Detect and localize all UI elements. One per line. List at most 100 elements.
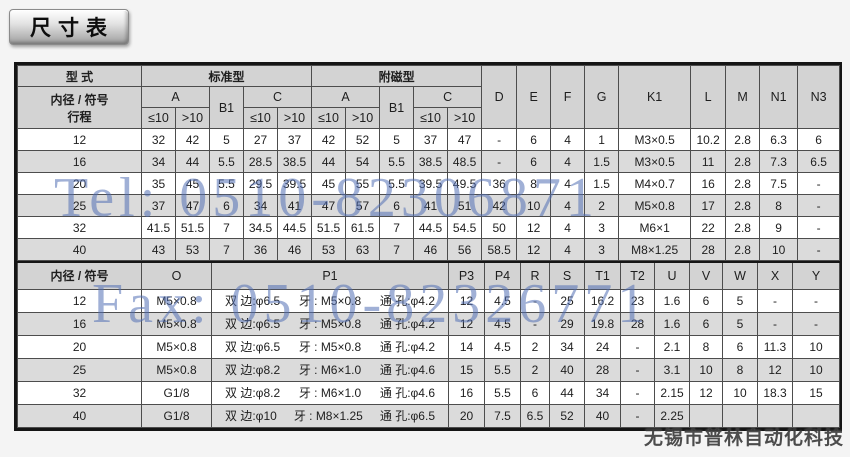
table-row: 20 M5×0.8 双 边:φ6.5 牙 : M5×0.8 通 孔:φ4.2 14 4.5 2… (17, 334, 840, 359)
p1-part: 通 孔:φ4.2 (379, 340, 435, 354)
table-cell: 43 (141, 238, 176, 261)
table-cell: 2.8 (725, 194, 761, 217)
table-cell: 54.5 (447, 216, 483, 239)
table-cell: 11.3 (757, 334, 793, 359)
p1-cell: 双 边:φ6.5 牙 : M5×0.8 通 孔:φ4.2 (211, 288, 449, 313)
p1-cell: 双 边:φ6.5 牙 : M5×0.8 通 孔:φ4.2 (211, 311, 449, 336)
table-cell: 4 (550, 172, 586, 195)
p1-part: 双 边:φ10 (225, 409, 277, 423)
table-cell (689, 403, 723, 428)
table-cell: 6 (209, 194, 244, 217)
header-col-T1: T1 (584, 261, 621, 290)
table-cell: 6 (379, 194, 415, 217)
table-cell: 10 (792, 334, 840, 359)
p1-part: 牙 : M8×1.25 (293, 409, 363, 423)
table-cell: 28 (584, 357, 621, 382)
table-cell: 6.5 (797, 150, 841, 173)
table-row: 20 35 45 5.5 29.5 39.5 45 55 5.5 39.5 49.5 36 8 4 1.5 M… (17, 172, 841, 195)
header-col-E: E (516, 65, 552, 129)
stroke-label: 行程 (67, 109, 92, 124)
table-cell: 7.3 (759, 150, 799, 173)
table-row: 16 M5×0.8 双 边:φ6.5 牙 : M5×0.8 通 孔:φ4.2 12 4.5-… (17, 311, 840, 336)
table-cell: 34 (584, 380, 621, 405)
table-row: 16 34 44 5.5 28.5 38.5 44 54 5.5 38.5 48.5-6 4 1.5 M3… (17, 150, 841, 173)
table-cell: 7 (379, 238, 415, 261)
table-cell: 38.5 (276, 150, 313, 173)
table-cell: 4.5 (484, 288, 521, 313)
p1-part: 牙 : M5×0.8 (298, 317, 362, 331)
row-label: 20 (17, 334, 142, 359)
p1-part: 牙 : M5×0.8 (298, 340, 362, 354)
table-cell: 51.5 (311, 216, 347, 239)
table-cell: 6.5 (520, 403, 550, 428)
header-gt10: >10 (447, 107, 483, 129)
header-col-G: G (584, 65, 620, 129)
section1-body: 12 32 42 5 27 37 42 52 5 37 47-6 4 1 M3×0.5 10.2 2.8 6.3… (17, 128, 841, 261)
table-cell: 45 (311, 172, 347, 195)
header-bore-stroke: 内径 / 符号 行程 (17, 86, 142, 129)
table-cell: 44.5 (276, 216, 313, 239)
table-cell: 3 (584, 216, 620, 239)
table-cell: 39.5 (413, 172, 449, 195)
table-cell: 52 (345, 128, 381, 151)
table-cell: 1.6 (654, 311, 690, 336)
dimension-table-bottom: 内径 / 符号 O P1 P3 P4 R S T1 T2 U V W X Y 1… (17, 261, 840, 428)
table-cell: M4×0.7 (618, 172, 692, 195)
table-cell: 56 (447, 238, 483, 261)
table-cell: 14 (448, 334, 485, 359)
table-row: 40 G1/8 双 边:φ10 牙 : M8×1.25 通 孔:φ6.5 20 7.5 6.5… (17, 403, 840, 428)
table-cell: 3 (584, 238, 620, 261)
table-cell: 34.5 (243, 216, 278, 239)
header-le10: ≤10 (413, 107, 449, 129)
table-cell: 5.5 (209, 172, 244, 195)
table-cell: 2.25 (654, 403, 690, 428)
header-mag-B1: B1 (379, 86, 415, 129)
dimension-table-top: 型 式 标准型 附磁型 D E F G K1 L M N1 N3 内径 / 符号… (17, 65, 841, 261)
table-cell: 12 (516, 238, 552, 261)
p1-part: 双 边:φ8.2 (225, 386, 281, 400)
table-cell: 2 (520, 334, 550, 359)
table-cell: 55 (345, 172, 381, 195)
table-cell (757, 403, 793, 428)
table-cell: 2.8 (725, 150, 761, 173)
table-cell: 36 (243, 238, 278, 261)
table-cell: 4.5 (484, 334, 521, 359)
row-label: 12 (17, 288, 142, 313)
header-col-W: W (722, 261, 758, 290)
table-cell: 5 (379, 128, 415, 151)
table-cell: 44 (549, 380, 585, 405)
table-cell: 6 (520, 380, 550, 405)
table-cell: 7 (209, 238, 244, 261)
header-col-P1: P1 (211, 261, 449, 290)
table-cell: 53 (311, 238, 347, 261)
p1-cell: 双 边:φ8.2 牙 : M6×1.0 通 孔:φ4.6 (211, 357, 449, 382)
p1-part: 通 孔:φ4.2 (379, 317, 435, 331)
table-cell: 17 (690, 194, 727, 217)
table-cell: 48.5 (447, 150, 483, 173)
table-cell: 7.5 (759, 172, 799, 195)
table-cell: 53 (175, 238, 210, 261)
port-size-cell: G1/8 (141, 403, 212, 428)
section2-body: 12 M5×0.8 双 边:φ6.5 牙 : M5×0.8 通 孔:φ4.2 12 4.5-… (17, 288, 840, 428)
p1-part: 双 边:φ8.2 (225, 363, 281, 377)
table-cell: - (797, 216, 841, 239)
table-cell: 45 (175, 172, 210, 195)
table-row: 12 32 42 5 27 37 42 52 5 37 47-6 4 1 M3×0.5 10.2 2.8 6.3… (17, 128, 841, 151)
header-col-F: F (550, 65, 586, 129)
header-le10: ≤10 (141, 107, 176, 129)
table-cell: 5 (722, 311, 758, 336)
header-mag-C: C (413, 86, 483, 108)
header-bore-symbol: 内径 / 符号 (17, 261, 142, 290)
header-gt10: >10 (276, 107, 313, 129)
table-cell: 42 (175, 128, 210, 151)
table-cell: 1.6 (654, 288, 690, 313)
table-cell: 24 (584, 334, 621, 359)
table-cell: - (520, 311, 550, 336)
table-cell: 27 (243, 128, 278, 151)
table-cell: 50 (481, 216, 518, 239)
row-label: 16 (17, 311, 142, 336)
table-cell: 25 (549, 288, 585, 313)
header-std-B1: B1 (209, 86, 244, 129)
table-cell: 4 (550, 150, 586, 173)
table-cell: 15 (792, 380, 840, 405)
